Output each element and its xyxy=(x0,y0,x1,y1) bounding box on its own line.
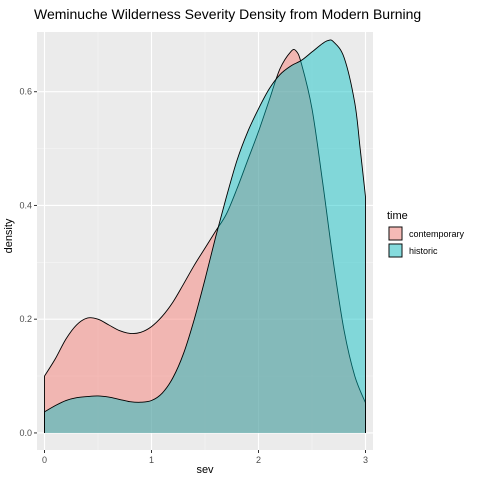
x-axis-title: sev xyxy=(196,464,214,476)
y-tick-label: 0.6 xyxy=(19,87,32,97)
legend-label-contemporary: contemporary xyxy=(409,229,465,239)
y-tick-label: 0.0 xyxy=(19,428,32,438)
x-tick-label: 2 xyxy=(256,455,261,465)
x-tick-label: 3 xyxy=(363,455,368,465)
legend: time contemporary historic xyxy=(387,210,465,258)
density-area-historic xyxy=(44,39,366,433)
legend-label-historic: historic xyxy=(409,246,438,256)
y-axis: 0.0 0.2 0.4 0.6 xyxy=(19,87,37,438)
density-line-historic xyxy=(44,39,366,433)
y-tick-label: 0.2 xyxy=(19,314,32,324)
legend-title: time xyxy=(387,210,408,222)
legend-swatch-historic xyxy=(388,243,403,258)
density-area-contemporary xyxy=(44,49,366,433)
legend-swatch-contemporary xyxy=(388,226,403,241)
chart-title: Weminuche Wilderness Severity Density fr… xyxy=(34,6,421,22)
x-axis: 0 1 2 3 xyxy=(42,450,368,465)
density-line-contemporary xyxy=(44,49,366,433)
y-tick-label: 0.4 xyxy=(19,200,32,210)
x-tick-label: 0 xyxy=(42,455,47,465)
legend-key-bg xyxy=(388,226,403,241)
y-axis-title: density xyxy=(3,218,15,253)
density-areas xyxy=(44,39,366,433)
x-tick-label: 1 xyxy=(149,455,154,465)
legend-key-bg xyxy=(388,243,403,258)
